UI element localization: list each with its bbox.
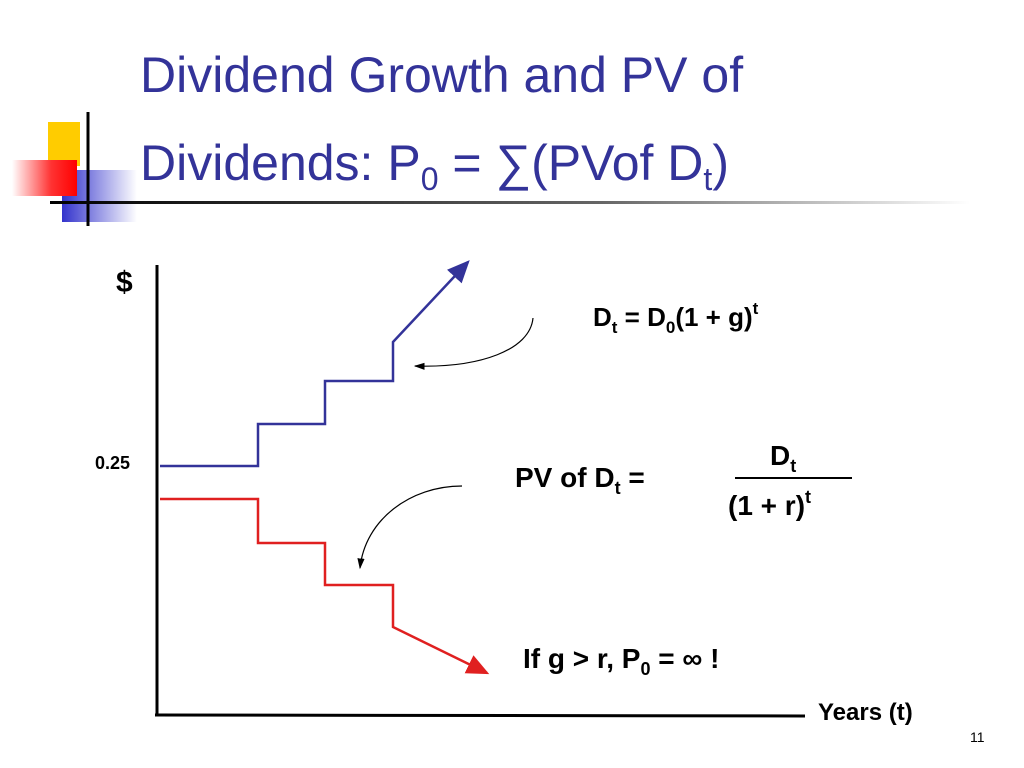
formula-text: =	[621, 462, 645, 493]
formula-text: D	[770, 440, 790, 471]
formula-text: If g > r, P	[523, 643, 640, 674]
logo-square	[12, 160, 77, 196]
subscript: t	[703, 161, 712, 197]
pointer-arrow	[357, 485, 463, 570]
subscript: 0	[421, 161, 439, 197]
title-line: Dividends: P0 = ∑(PVof Dt)	[140, 135, 729, 197]
x-axis	[154, 713, 806, 718]
formula-text: = ∞ !	[651, 643, 720, 674]
formula-text: D	[593, 302, 612, 332]
y-value-label: 0.25	[95, 453, 130, 473]
pv-line	[160, 497, 490, 675]
superscript: t	[753, 299, 759, 318]
title-text: Dividends: P	[140, 135, 421, 191]
subscript: t	[790, 456, 796, 476]
title-line: Dividend Growth and PV of	[140, 47, 743, 103]
fraction-denominator: (1 + r)t	[728, 487, 811, 521]
title-rule	[50, 201, 970, 204]
pointer-arrow	[413, 317, 534, 370]
formula-text: (1 + r)	[728, 490, 805, 521]
subscript: t	[615, 478, 621, 498]
growth-line	[160, 260, 470, 468]
page-number: 11	[970, 729, 985, 745]
formula-text: = D	[617, 302, 665, 332]
formula: Dt = D0(1 + g)t	[593, 299, 759, 337]
title-text: )	[712, 135, 729, 191]
title-text: = ∑(PVof D	[439, 135, 704, 191]
formula-text: (1 + g)	[675, 302, 752, 332]
subscript: 0	[666, 318, 675, 337]
formula: If g > r, P0 = ∞ !	[523, 643, 719, 679]
superscript: t	[805, 487, 811, 507]
formula-text: PV of D	[515, 462, 615, 493]
logo-square	[48, 122, 80, 166]
y-axis-label: $	[116, 266, 133, 299]
subscript: t	[612, 318, 618, 337]
formula: PV of Dt =	[515, 462, 645, 498]
x-axis-label: Years (t)	[818, 699, 913, 726]
fraction-numerator: Dt	[770, 440, 796, 476]
subscript: 0	[640, 659, 650, 679]
